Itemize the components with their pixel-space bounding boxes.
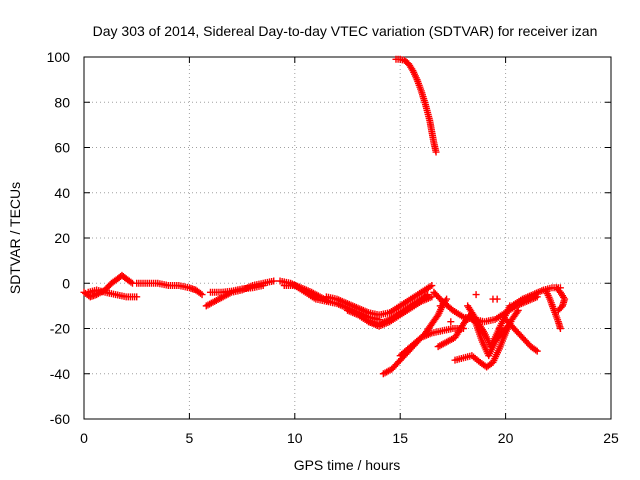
- x-tick-label: 0: [80, 430, 88, 446]
- x-tick-label: 25: [603, 430, 619, 446]
- y-tick-label: -60: [50, 411, 70, 427]
- y-tick-label: 20: [54, 230, 70, 246]
- chart-title: Day 303 of 2014, Sidereal Day-to-day VTE…: [93, 23, 598, 39]
- data-point-morning: [196, 289, 204, 297]
- y-tick-label: 0: [62, 275, 70, 291]
- y-tick-label: -20: [50, 321, 70, 337]
- y-tick-labels: -60 -40 -20 0 20 40 60 80 100: [47, 49, 71, 427]
- data-point-scatter-points: [455, 325, 463, 332]
- data-point-mid-rise: [270, 277, 278, 285]
- data-point-scatter-points: [472, 291, 480, 299]
- y-axis-title: SDTVAR / TECUs: [7, 182, 23, 294]
- data-point-early-left: [127, 278, 135, 286]
- y-tick-label: 60: [54, 140, 70, 156]
- data-point-final-b: [556, 305, 564, 313]
- y-tick-label: -40: [50, 366, 70, 382]
- plot-frame: [83, 56, 612, 420]
- data-point-deep-a: [443, 295, 451, 303]
- data-point-late-right: [533, 347, 541, 355]
- data-point-morning: [198, 291, 206, 299]
- data-point-evening-deep: [513, 308, 521, 316]
- data-point-mid-flat: [259, 282, 267, 290]
- data-point-dip-a: [428, 293, 436, 301]
- data-point-afternoon: [428, 282, 436, 290]
- data-point-scatter-points: [464, 315, 472, 323]
- y-tick-label: 80: [54, 94, 70, 110]
- x-tick-labels: 0 5 10 15 20 25: [80, 430, 619, 446]
- axis-ticks: [83, 56, 612, 420]
- x-tick-label: 15: [392, 430, 408, 446]
- data-point-descending-arc: [432, 148, 440, 156]
- x-tick-label: 5: [186, 430, 194, 446]
- data-point-scatter-points: [493, 295, 501, 303]
- data-point-scatter-points: [476, 327, 484, 335]
- y-tick-label: 40: [54, 185, 70, 201]
- data-point-final-a: [556, 325, 564, 332]
- data-point-early-lower: [133, 293, 141, 301]
- data-point-final-b: [554, 306, 562, 314]
- y-tick-label: 100: [47, 49, 71, 65]
- x-tick-label: 20: [498, 430, 514, 446]
- data-point-scatter-points: [495, 325, 503, 332]
- data-point-scatter-points: [436, 302, 444, 310]
- x-axis-title: GPS time / hours: [294, 457, 401, 473]
- data-point-scatter-points: [447, 318, 455, 326]
- data-point-late-right: [532, 346, 540, 354]
- grid-lines: [84, 57, 611, 419]
- data-point-evening-deep: [514, 306, 522, 314]
- x-tick-label: 10: [287, 430, 303, 446]
- data-marks: [80, 55, 569, 378]
